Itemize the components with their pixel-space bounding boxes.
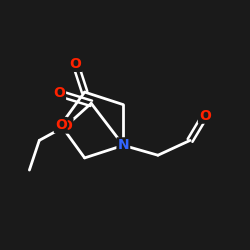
Text: O: O <box>53 86 65 101</box>
Text: O: O <box>70 57 82 71</box>
Text: O: O <box>60 118 72 132</box>
Text: O: O <box>199 109 211 123</box>
Text: O: O <box>55 118 67 132</box>
Text: N: N <box>118 138 129 152</box>
